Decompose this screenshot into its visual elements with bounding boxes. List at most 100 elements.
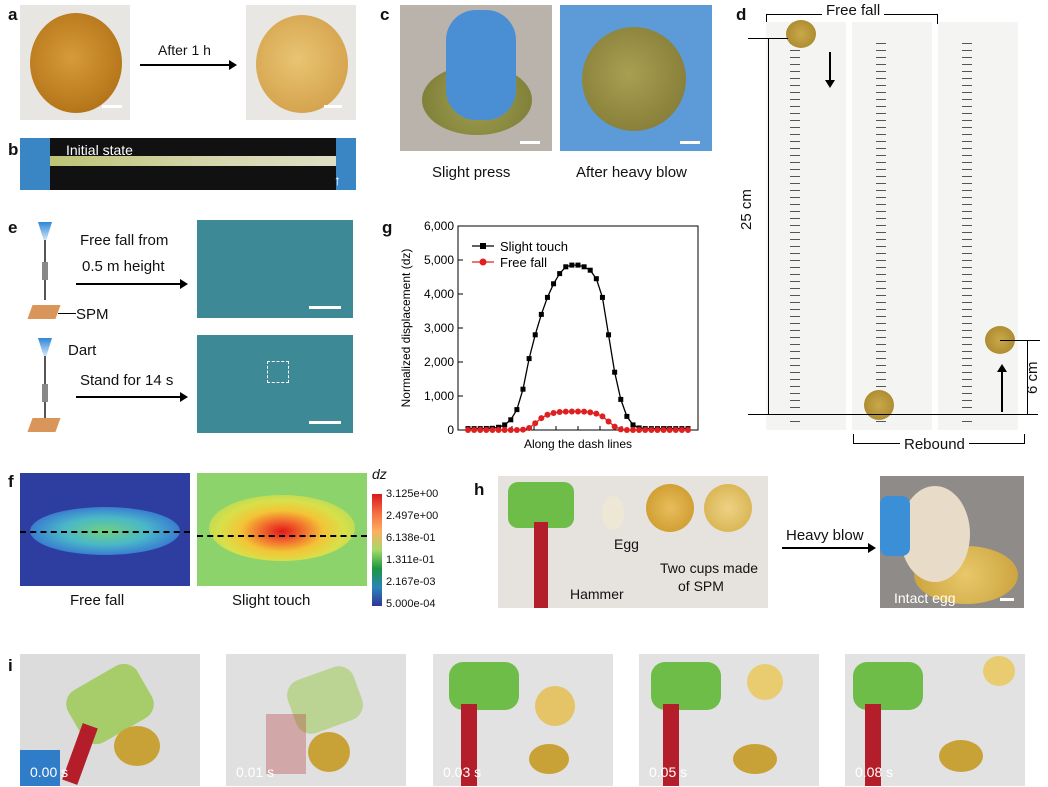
point-1-33 xyxy=(666,427,673,433)
y-tick-label: 4,000 xyxy=(424,287,454,301)
point-1-31 xyxy=(654,427,661,433)
height-25cm-label: 25 cm xyxy=(738,189,755,230)
chart-frame xyxy=(457,225,699,431)
point-1-15 xyxy=(556,408,563,415)
spm-sample-bottom xyxy=(27,418,61,432)
stretch-photo xyxy=(20,138,356,190)
point-0-25 xyxy=(618,396,624,402)
panel-label-b: b xyxy=(8,140,19,159)
point-1-35 xyxy=(678,427,685,433)
point-0-9 xyxy=(520,386,526,392)
point-1-19 xyxy=(581,408,588,415)
point-1-20 xyxy=(587,409,594,416)
y-tick-label: 3,000 xyxy=(424,321,454,335)
point-0-22 xyxy=(599,294,605,300)
heavy-blow-label: Heavy blow xyxy=(786,527,864,544)
slight-press-photo xyxy=(400,5,552,151)
dart-icon-top xyxy=(38,222,52,302)
ruler-1 xyxy=(766,22,846,430)
point-1-32 xyxy=(660,427,667,433)
point-1-9 xyxy=(520,426,526,433)
point-1-0 xyxy=(465,427,471,433)
y-tick-label: 6,000 xyxy=(424,219,454,233)
point-0-16 xyxy=(563,264,569,270)
point-0-21 xyxy=(593,276,599,282)
point-1-6 xyxy=(501,427,508,433)
point-0-7 xyxy=(508,417,514,423)
point-0-10 xyxy=(526,356,532,362)
point-1-21 xyxy=(593,410,600,417)
point-1-22 xyxy=(599,413,606,420)
point-1-28 xyxy=(636,427,643,433)
stand-label: Stand for 14 s xyxy=(80,372,174,389)
colorbar-tick-0: 3.125e+00 xyxy=(386,488,439,500)
frame-time-3: 0.05 s xyxy=(649,764,688,780)
point-1-13 xyxy=(544,411,551,418)
panel-label-d: d xyxy=(736,5,747,24)
point-1-10 xyxy=(526,424,533,431)
point-0-13 xyxy=(544,294,550,300)
panel-label-c: c xyxy=(380,5,390,24)
legend-marker-0 xyxy=(480,243,486,249)
frame-time-4: 0.08 s xyxy=(855,764,894,780)
hammer-handle xyxy=(534,522,548,608)
hammer-frame-0 xyxy=(20,654,200,786)
legend-label-0: Slight touch xyxy=(500,239,568,254)
y-axis-label: Normalized displacement (dz) xyxy=(399,249,413,408)
frame-time-0: 0.00 s xyxy=(30,764,69,780)
panel-label-e: e xyxy=(8,218,18,237)
panel-label-g: g xyxy=(382,218,393,237)
colorbar-tick-2: 6.138e-01 xyxy=(386,532,436,544)
colorbar-tick-1: 2.497e+00 xyxy=(386,510,439,522)
displacement-chart: 0 1,000 2,000 3,000 4,000 5,000 6,000 Along the… xyxy=(399,219,699,451)
point-1-23 xyxy=(605,418,612,425)
legend-label-1: Free fall xyxy=(500,255,547,270)
point-0-23 xyxy=(606,332,612,338)
panel-label-f: f xyxy=(8,472,14,491)
cups-label-line2: of SPM xyxy=(678,578,724,594)
free-fall-map-caption: Free fall xyxy=(70,592,125,609)
height-6cm-label: 6 cm xyxy=(1024,361,1041,394)
point-0-19 xyxy=(581,264,587,270)
colorbar-title: dz xyxy=(372,466,387,482)
hammer-frame-3 xyxy=(639,654,819,786)
panel-label-a: a xyxy=(8,5,18,24)
point-1-1 xyxy=(471,427,478,433)
point-1-8 xyxy=(513,427,520,433)
after-heavy-blow-photo xyxy=(560,5,712,151)
spm-photo-after-1h xyxy=(246,5,356,120)
ruler-3 xyxy=(938,22,1018,430)
slight-touch-map-caption: Slight touch xyxy=(232,592,311,609)
y-tick-label: 2,000 xyxy=(424,355,454,369)
point-1-14 xyxy=(550,410,557,416)
panel-label-i: i xyxy=(8,656,13,675)
panel-label-h: h xyxy=(474,480,485,499)
colorbar-tick-5: 5.000e-04 xyxy=(386,598,436,610)
after-heavy-blow-caption: After heavy blow xyxy=(576,164,687,181)
point-1-27 xyxy=(630,427,636,433)
rebound-label: Rebound xyxy=(900,436,969,453)
spm-photo-initial xyxy=(20,5,130,120)
dart-result-photo-bottom xyxy=(197,335,353,433)
colorbar-ticks: 3.125e+00 2.497e+00 6.138e-01 1.311e-01 … xyxy=(386,488,458,610)
fem-free-fall-map xyxy=(20,473,190,586)
point-0-20 xyxy=(587,267,593,273)
intact-egg-photo xyxy=(880,476,1024,608)
egg-shell xyxy=(602,496,624,530)
arrow-up-icon: ↑ xyxy=(334,172,341,188)
point-1-16 xyxy=(562,408,569,415)
cups-label-line1: Two cups made xyxy=(660,560,759,576)
y-tick-label: 1,000 xyxy=(424,389,454,403)
series-line-0 xyxy=(468,264,688,430)
arrow-text-after-1h: After 1 h xyxy=(158,42,211,58)
point-1-2 xyxy=(477,427,484,433)
point-1-18 xyxy=(575,408,581,415)
point-1-25 xyxy=(617,426,624,433)
hammer-frame-2 xyxy=(433,654,613,786)
point-0-24 xyxy=(612,369,618,375)
free-fall-from-line1: Free fall from xyxy=(80,232,169,249)
arrow-up-d xyxy=(1001,370,1003,412)
intact-egg-label: Intact egg xyxy=(894,590,956,606)
hammer-frame-4 xyxy=(845,654,1025,786)
point-1-12 xyxy=(538,415,545,422)
